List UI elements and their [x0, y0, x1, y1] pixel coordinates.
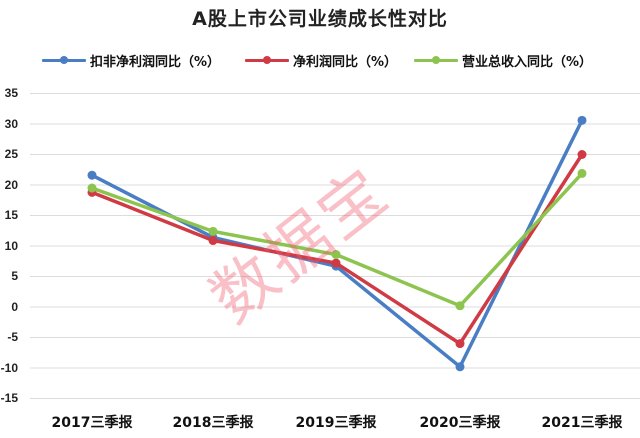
y-tick-label: 10	[4, 239, 18, 253]
legend-label: 扣非净利润同比（%）	[90, 54, 221, 70]
data-point-marker	[577, 168, 587, 178]
legend-line-marker-icon	[245, 50, 289, 70]
data-point-marker	[455, 362, 465, 372]
y-tick-label: -15	[0, 391, 18, 405]
x-tick-label: 2020三季报	[419, 415, 501, 431]
y-tick-label: 15	[4, 208, 18, 222]
x-tick-label: 2019三季报	[295, 415, 377, 431]
y-tick-label: -5	[7, 330, 18, 344]
y-tick-label: -10	[0, 361, 18, 375]
data-point-marker	[331, 250, 341, 260]
series-line	[91, 119, 584, 369]
legend-item-net-profit: 净利润同比（%）	[245, 50, 397, 70]
series-lines	[87, 115, 587, 372]
y-tick-label: 25	[4, 147, 18, 161]
y-tick-label: 0	[11, 300, 18, 314]
y-tick-label: 35	[4, 86, 18, 100]
series-2	[87, 168, 587, 311]
legend-item-total-revenue: 营业总收入同比（%）	[414, 50, 592, 70]
x-tick-label: 2021三季报	[541, 415, 623, 431]
y-tick-label: 30	[4, 117, 18, 131]
y-tick-label: 20	[4, 178, 18, 192]
series-line	[91, 153, 584, 346]
legend-label: 营业总收入同比（%）	[462, 54, 593, 70]
data-point-marker	[87, 170, 97, 180]
legend-label: 净利润同比（%）	[293, 54, 398, 70]
data-point-marker	[331, 258, 341, 268]
chart-title: A股上市公司业绩成长性对比	[192, 8, 448, 30]
x-tick-label: 2018三季报	[172, 415, 254, 431]
data-point-marker	[577, 150, 587, 159]
legend-line-marker-icon	[414, 50, 458, 70]
data-point-marker	[87, 183, 97, 193]
data-point-marker	[455, 339, 465, 349]
data-point-marker	[455, 301, 465, 311]
series-line	[91, 172, 584, 308]
data-point-marker	[208, 236, 218, 246]
chart-legend: 扣非净利润同比（%） 净利润同比（%） 营业总收入同比（%）	[0, 50, 640, 70]
x-tick-label: 2017三季报	[51, 415, 133, 431]
data-point-marker	[208, 226, 218, 236]
gridlines	[30, 93, 640, 399]
data-point-marker	[577, 115, 587, 125]
y-tick-label: 5	[11, 269, 18, 283]
legend-item-deducted-net-profit: 扣非净利润同比（%）	[42, 50, 220, 70]
legend-line-marker-icon	[42, 50, 86, 70]
